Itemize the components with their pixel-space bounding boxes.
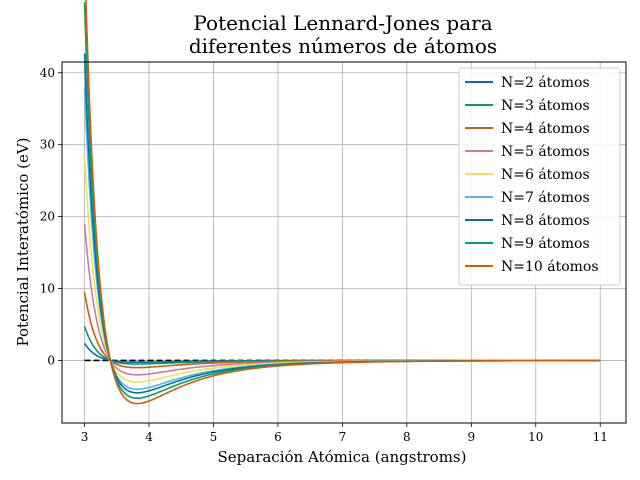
legend-label-9: N=10 átomos	[501, 259, 599, 275]
y-axis-ticks: 0 10 20 30 40	[40, 66, 62, 367]
y-tick-label-40: 40	[40, 66, 55, 80]
x-axis-label: Separación Atómica (angstroms)	[218, 448, 467, 466]
x-tick-label-5: 5	[210, 430, 218, 444]
legend-label-8: N=9 átomos	[501, 236, 590, 252]
chart-title-line-1: Potencial Lennard-Jones para	[193, 11, 492, 35]
legend-label-4: N=5 átomos	[501, 144, 590, 160]
legend-label-1: N=2 átomos	[501, 75, 590, 91]
y-axis-label: Potencial Interatómico (eV)	[14, 137, 32, 346]
x-tick-label-10: 10	[528, 430, 543, 444]
legend-label-5: N=6 átomos	[501, 167, 590, 183]
x-axis-ticks: 3 4 5 6 7 8 9 10 11	[81, 423, 608, 444]
legend: N=2 átomos N=3 átomos N=4 átomos N=5 átomos…	[458, 67, 621, 286]
series-line-9	[85, 0, 601, 405]
plot-frame	[61, 61, 627, 424]
x-tick-label-3: 3	[81, 430, 89, 444]
chart-title-line-2: diferentes números de átomos	[189, 34, 497, 58]
legend-label-2: N=3 átomos	[501, 98, 590, 114]
x-tick-label-7: 7	[339, 430, 347, 444]
y-tick-label-20: 20	[40, 210, 55, 224]
legend-label-7: N=8 átomos	[501, 213, 590, 229]
y-tick-label-10: 10	[40, 282, 55, 296]
legend-box	[458, 67, 621, 286]
x-tick-label-6: 6	[274, 430, 282, 444]
series-layer	[83, 0, 601, 405]
legend-label-6: N=7 átomos	[501, 190, 590, 206]
y-tick-label-0: 0	[47, 353, 55, 367]
x-tick-label-4: 4	[145, 430, 153, 444]
x-tick-label-9: 9	[467, 430, 475, 444]
x-tick-label-8: 8	[403, 430, 411, 444]
y-tick-label-30: 30	[40, 138, 55, 152]
x-tick-label-11: 11	[593, 430, 608, 444]
legend-label-3: N=4 átomos	[501, 121, 590, 137]
